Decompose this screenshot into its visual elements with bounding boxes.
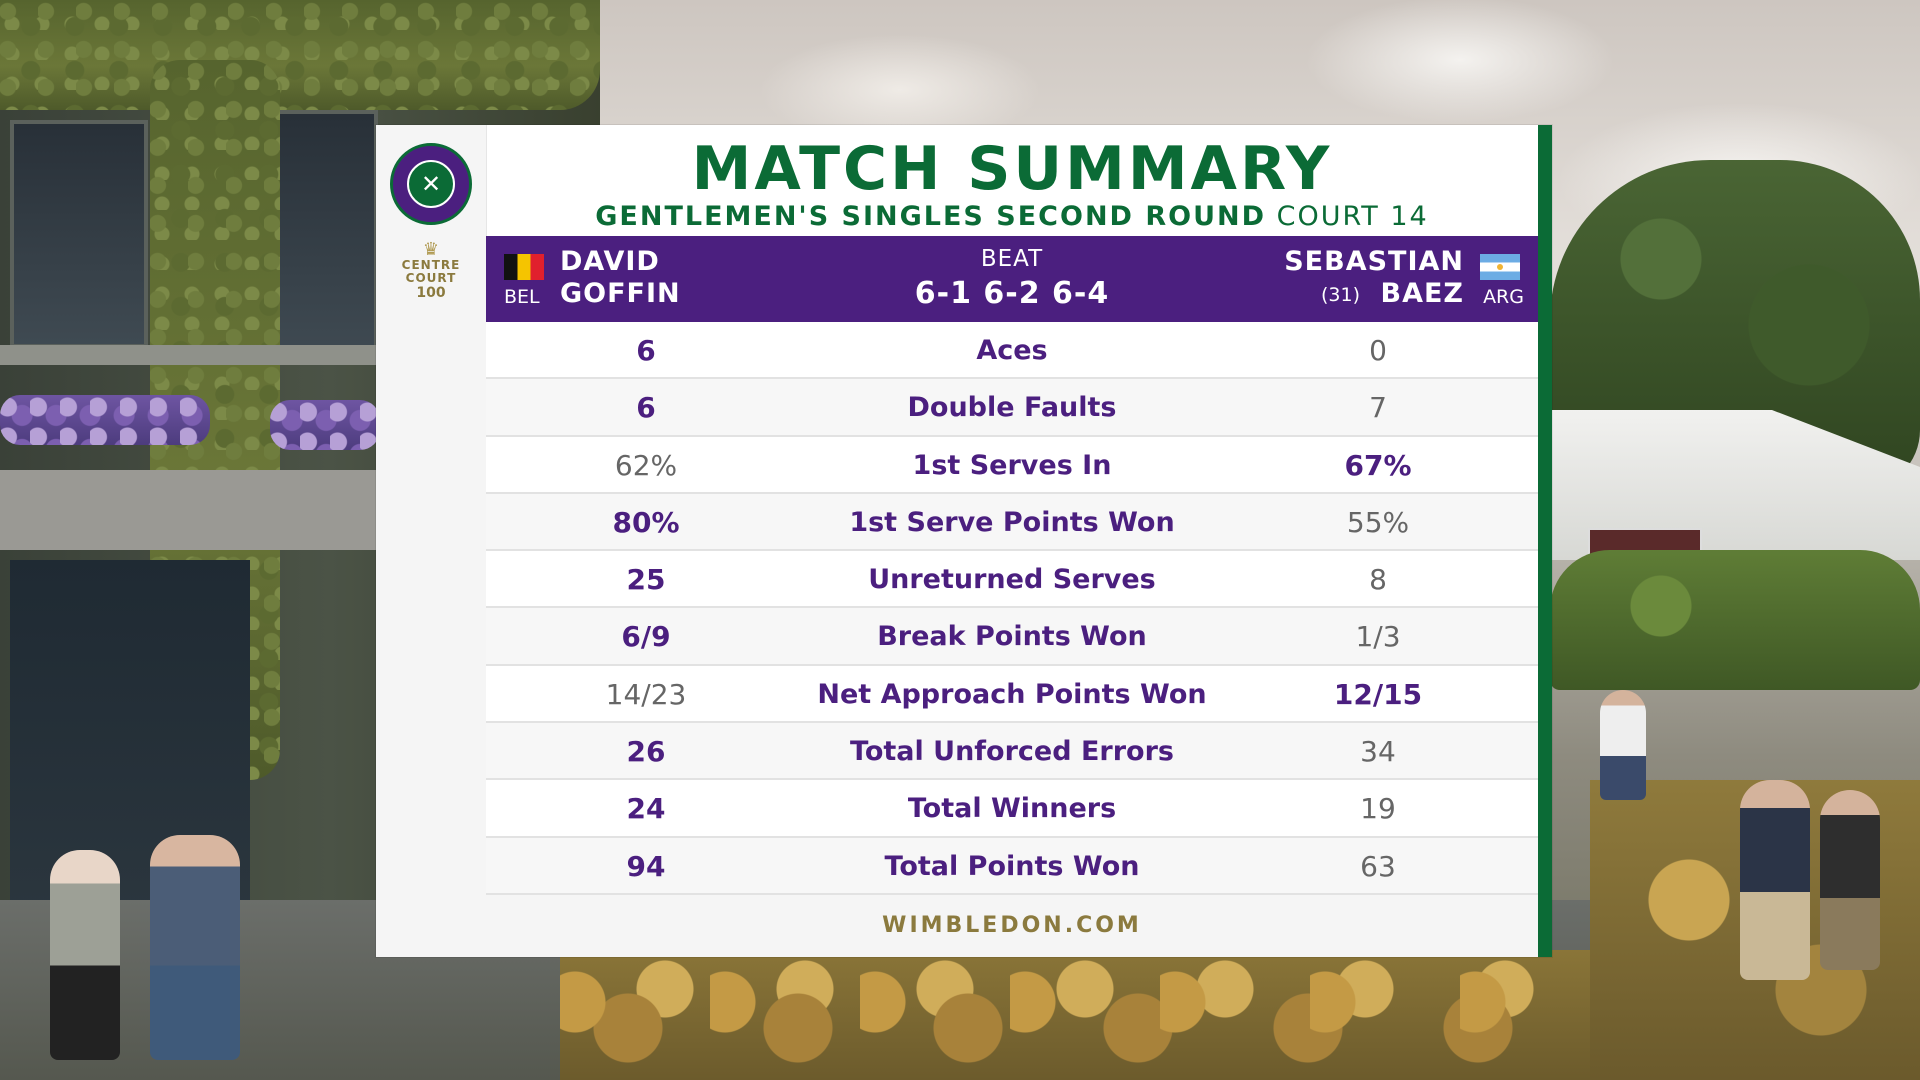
flower-box <box>270 400 380 450</box>
spectator <box>150 835 240 1060</box>
hedge <box>1550 550 1920 690</box>
building-window <box>270 110 378 358</box>
centre-court-100-logo: ♛ CENTRE COURT 100 <box>386 241 476 321</box>
stat-left-value: 6 <box>636 391 656 425</box>
spectator <box>1820 790 1880 970</box>
stat-right-value: 34 <box>1360 735 1396 769</box>
ivy-canopy <box>0 0 600 110</box>
stat-label: Net Approach Points Won <box>817 678 1207 710</box>
stat-left-value: 25 <box>626 563 666 597</box>
wimbledon-crossed-rackets-icon: ✕ <box>407 160 455 208</box>
stat-right-value: 12/15 <box>1333 677 1423 711</box>
players-banner: BEL DAVID GOFFIN BEAT 6-1 6-2 6-4 SEBAST… <box>486 236 1538 322</box>
stat-right-value: 7 <box>1369 391 1387 425</box>
stat-label: 1st Serves In <box>912 449 1112 481</box>
centre-court-line2: COURT <box>405 271 457 285</box>
stat-left-value: 14/23 <box>605 677 687 711</box>
stat-left-value: 6 <box>636 334 656 367</box>
stat-row: 14/23 Net Approach Points Won 12/15 <box>486 665 1538 724</box>
stat-right-value: 8 <box>1369 563 1387 597</box>
spectator <box>1740 780 1810 980</box>
website-footer: WIMBLEDON.COM <box>486 895 1538 957</box>
court-name: COURT 14 <box>1276 201 1429 232</box>
argentina-flag-icon <box>1480 254 1520 280</box>
player-right-first-name: SEBASTIAN <box>1284 246 1464 277</box>
stat-left-value: 80% <box>612 505 680 539</box>
match-summary-panel: ✕ ♛ CENTRE COURT 100 MATCH SUMMARY GENTL… <box>376 125 1552 957</box>
stat-left-value: 94 <box>626 849 666 883</box>
player-right-seed: (31) <box>1320 284 1360 306</box>
green-edge-bar <box>1538 125 1552 957</box>
stat-label: Total Points Won <box>884 850 1140 882</box>
stats-table: 6 Aces 0 6 Double Faults 7 62% 1st Serve… <box>486 322 1538 895</box>
crown-icon: ♛ <box>422 239 440 260</box>
stat-row: 24 Total Winners 19 <box>486 780 1538 838</box>
stat-left-value: 6/9 <box>621 620 671 654</box>
stat-label: Total Winners <box>907 793 1117 825</box>
spectator <box>1600 690 1646 800</box>
stat-label: 1st Serve Points Won <box>849 506 1175 538</box>
stat-row: 6 Aces 0 <box>486 322 1538 380</box>
stat-right-value: 1/3 <box>1355 620 1401 654</box>
event-name: GENTLEMEN'S SINGLES SECOND ROUND <box>595 201 1267 232</box>
stat-row: 94 Total Points Won 63 <box>486 837 1538 895</box>
stat-row: 25 Unreturned Serves 8 <box>486 551 1538 609</box>
stat-right-value: 55% <box>1346 505 1410 539</box>
stat-row: 6 Double Faults 7 <box>486 379 1538 437</box>
player-left-last-name: GOFFIN <box>560 278 681 309</box>
wimbledon-logo: ✕ <box>390 143 472 225</box>
building-wall <box>0 470 380 550</box>
stat-right-value: 63 <box>1360 849 1396 883</box>
centre-court-number: 100 <box>416 285 446 301</box>
page-title: MATCH SUMMARY <box>691 134 1333 204</box>
branding-strip: ✕ ♛ CENTRE COURT 100 <box>376 125 487 957</box>
stat-label: Unreturned Serves <box>868 564 1156 596</box>
stat-right-value: 0 <box>1369 334 1387 367</box>
sun-of-may-icon <box>1497 264 1503 270</box>
stat-row: 80% 1st Serve Points Won 55% <box>486 493 1538 552</box>
spectator <box>50 850 120 1060</box>
belgium-flag-icon <box>504 254 544 280</box>
stat-label: Double Faults <box>907 392 1117 424</box>
flower-box <box>0 395 210 445</box>
stat-label: Aces <box>976 335 1048 366</box>
match-score: 6-1 6-2 6-4 <box>914 276 1110 311</box>
stat-left-value: 62% <box>614 448 678 482</box>
stat-label: Break Points Won <box>877 621 1147 653</box>
stat-left-value: 24 <box>626 792 666 826</box>
stat-row: 6/9 Break Points Won 1/3 <box>486 608 1538 666</box>
stat-row: 62% 1st Serves In 67% <box>486 436 1538 494</box>
stat-label: Total Unforced Errors <box>850 736 1174 768</box>
balcony <box>0 345 380 365</box>
player-right-country: ARG <box>1483 286 1524 308</box>
stat-right-value: 67% <box>1344 448 1412 482</box>
building-window <box>10 120 148 348</box>
result-verb: BEAT <box>980 246 1044 272</box>
player-left-first-name: DAVID <box>560 246 660 277</box>
player-left-country: BEL <box>504 286 540 308</box>
stat-right-value: 19 <box>1360 792 1396 826</box>
stat-left-value: 26 <box>626 735 666 769</box>
stat-row: 26 Total Unforced Errors 34 <box>486 723 1538 781</box>
player-right-last-name: BAEZ <box>1380 278 1464 309</box>
match-subtitle: GENTLEMEN'S SINGLES SECOND ROUND COURT 1… <box>486 197 1538 237</box>
centre-court-line1: CENTRE <box>401 258 461 272</box>
